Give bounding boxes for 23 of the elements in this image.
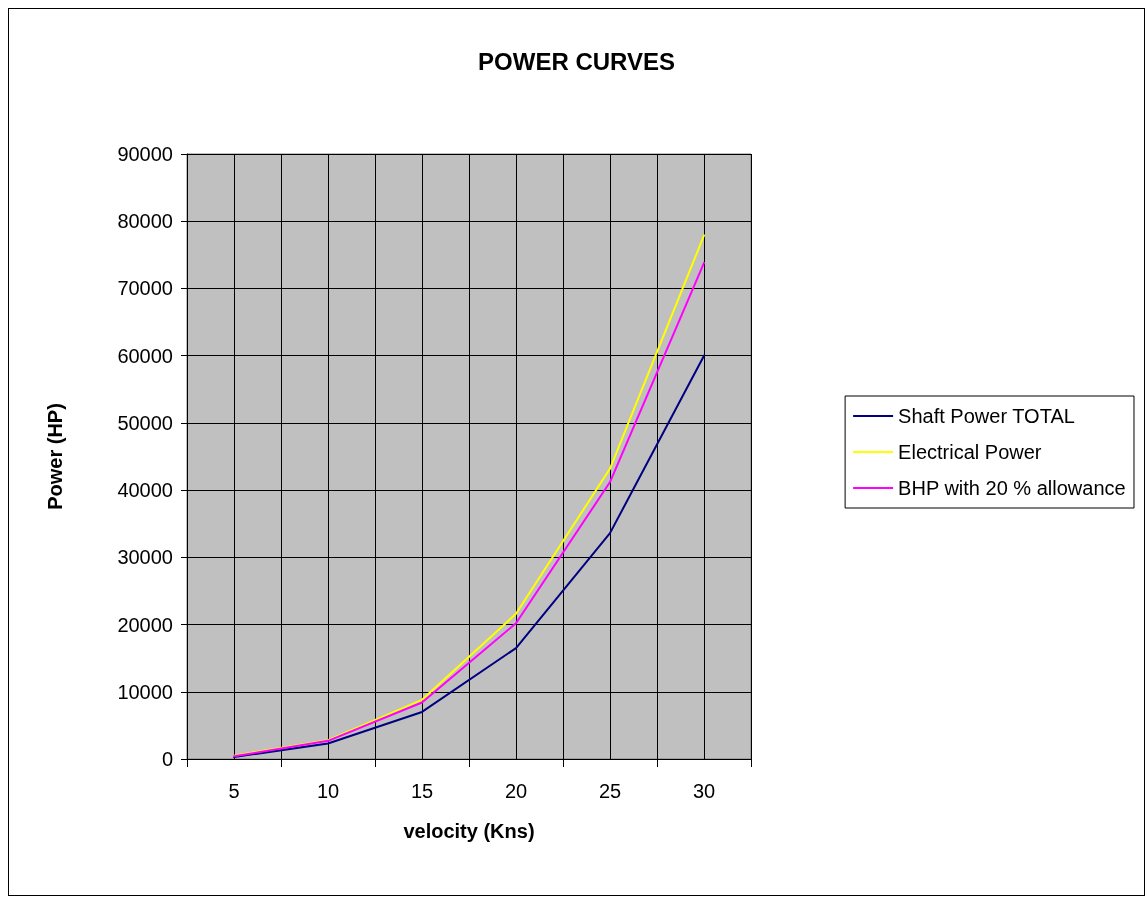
x-tick-label: 20 [504,780,528,802]
y-tick-label: 90000 [117,143,173,165]
x-tick-label: 30 [692,780,716,802]
x-tick-label: 5 [228,780,240,802]
chart-title: POWER CURVES [478,47,675,75]
y-tick-label: 60000 [117,344,173,367]
y-tick-label: 10000 [117,680,173,703]
legend-label: BHP with 20 % allowance [898,477,1126,499]
x-tick-label: 10 [316,780,340,802]
y-tick-label: 20000 [117,613,173,636]
y-tick-label: 70000 [117,277,173,300]
y-tick-label: 40000 [117,479,173,502]
x-tick-label: 25 [598,780,622,802]
y-tick-label: 80000 [117,210,173,233]
line-series [233,354,705,758]
y-tick-label: 50000 [117,411,173,434]
y-tick-label: 0 [161,748,173,770]
legend-label: Electrical Power [898,441,1042,463]
legend-label: Shaft Power TOTAL [898,405,1075,427]
x-tick-label: 15 [410,780,434,802]
x-axis-title: velocity (Kns) [403,820,535,842]
y-tick-label: 30000 [117,546,173,569]
y-axis-title: Power (HP) [44,403,66,510]
